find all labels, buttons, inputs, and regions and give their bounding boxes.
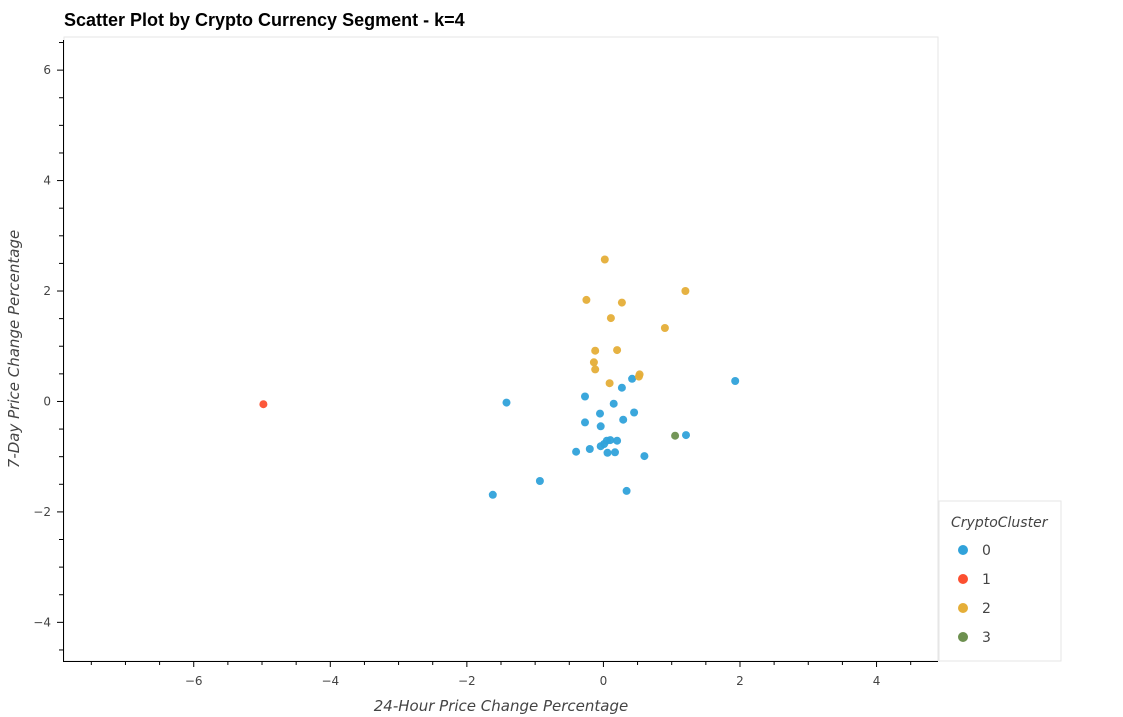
data-point-cluster-0-20 (611, 448, 619, 457)
y-tick-label: 2 (43, 284, 51, 298)
data-point-cluster-0-21 (640, 452, 649, 461)
data-point-cluster-0-8 (596, 422, 605, 431)
data-point-cluster-2-8 (589, 358, 598, 367)
data-point-cluster-0-13 (606, 436, 615, 445)
y-tick-label: 0 (43, 394, 51, 408)
legend-label-0: 0 (982, 543, 991, 559)
data-point-cluster-0-24 (622, 486, 631, 495)
data-point-cluster-0-1 (581, 392, 589, 401)
y-tick-label: −2 (33, 505, 51, 519)
data-point-cluster-2-5 (660, 324, 669, 332)
data-point-cluster-0-9 (619, 415, 628, 424)
data-point-cluster-2-2 (617, 298, 626, 307)
data-point-cluster-2-4 (606, 314, 615, 323)
legend-marker-1 (958, 574, 968, 584)
legend-label-3: 3 (982, 630, 991, 646)
y-axis-label: 7-Day Price Change Percentage (5, 230, 23, 468)
data-point-cluster-0-0 (502, 398, 511, 407)
legend-marker-3 (958, 632, 968, 642)
y-tick-label: −4 (33, 615, 51, 629)
data-point-cluster-0-6 (731, 377, 740, 385)
y-axis-ticks: −4 −2 0 2 4 6 (33, 42, 63, 651)
data-point-cluster-0-10 (630, 408, 639, 417)
legend: CryptoCluster 0 1 2 3 (938, 500, 1062, 662)
data-point-cluster-2-7 (613, 346, 622, 355)
data-point-cluster-0-18 (572, 447, 581, 456)
data-point-cluster-0-3 (609, 399, 618, 408)
legend-title: CryptoCluster (951, 515, 1049, 531)
data-point-cluster-0-15 (682, 431, 690, 440)
data-point-cluster-0-4 (617, 383, 626, 392)
legend-marker-0 (958, 545, 968, 555)
plot-area (63, 36, 939, 662)
y-tick-label: 4 (43, 174, 51, 188)
y-tick-label: 6 (43, 63, 51, 77)
x-tick-label: 0 (600, 674, 608, 688)
data-point-cluster-2-1 (582, 295, 591, 304)
data-point-cluster-2-9 (591, 365, 600, 374)
data-point-cluster-0-17 (585, 445, 594, 453)
x-tick-label: −4 (321, 674, 339, 688)
x-axis-ticks: −6 −4 −2 0 2 4 (90, 661, 912, 688)
data-point-cluster-0-7 (581, 418, 589, 427)
data-points (259, 255, 740, 499)
data-point-cluster-2-0 (600, 255, 609, 264)
data-point-cluster-2-12 (605, 379, 614, 388)
data-point-cluster-0-2 (596, 409, 604, 418)
legend-marker-2 (958, 603, 968, 613)
x-tick-label: −6 (185, 674, 203, 688)
x-tick-label: 2 (736, 674, 744, 688)
data-point-cluster-0-16 (596, 442, 605, 451)
legend-label-1: 1 (982, 572, 991, 588)
x-tick-label: −2 (458, 674, 476, 688)
data-point-cluster-0-23 (488, 490, 497, 499)
legend-items: 0 1 2 3 (958, 543, 991, 646)
data-point-cluster-0-5 (628, 374, 637, 383)
chart-title: Scatter Plot by Crypto Currency Segment … (64, 10, 465, 30)
data-point-cluster-0-19 (603, 448, 612, 457)
data-point-cluster-2-11 (634, 372, 643, 381)
data-point-cluster-0-22 (535, 477, 544, 485)
x-tick-label: 4 (873, 674, 881, 688)
data-point-cluster-1-0 (259, 400, 268, 409)
data-point-cluster-2-3 (681, 287, 690, 295)
x-axis-label: 24-Hour Price Change Percentage (374, 697, 628, 715)
data-point-cluster-0-14 (613, 436, 622, 445)
legend-label-2: 2 (982, 601, 991, 617)
data-point-cluster-3-0 (671, 431, 680, 440)
data-point-cluster-2-6 (591, 346, 600, 355)
